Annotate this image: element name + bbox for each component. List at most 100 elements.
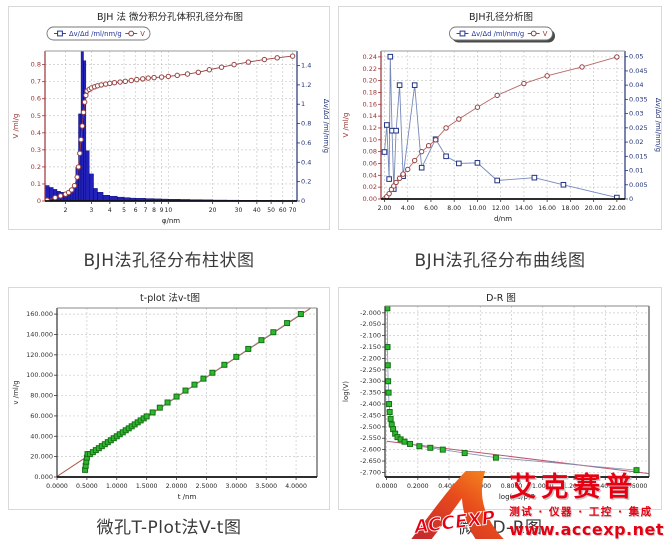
svg-text:0: 0	[37, 197, 41, 205]
svg-text:0.02: 0.02	[629, 138, 643, 146]
svg-text:1.2: 1.2	[301, 81, 311, 89]
svg-text:40: 40	[253, 207, 261, 214]
svg-text:1.0000: 1.0000	[106, 483, 128, 490]
svg-text:160.000: 160.000	[26, 310, 53, 318]
svg-text:0.035: 0.035	[629, 95, 648, 103]
svg-text:80.000: 80.000	[30, 392, 53, 400]
logo-brand: 艾克赛普	[509, 471, 638, 503]
logo-tagline: 测试 · 仪器 · 工控 · 集成	[509, 506, 653, 518]
svg-text:1.4000: 1.4000	[594, 483, 616, 490]
svg-text:0.24: 0.24	[363, 53, 377, 61]
logo-url: www.accexp.net	[509, 520, 664, 539]
svg-text:0.06: 0.06	[363, 159, 377, 167]
svg-text:-2.050: -2.050	[360, 320, 381, 328]
svg-text:0.02: 0.02	[363, 183, 377, 191]
svg-text:8.00: 8.00	[447, 205, 461, 212]
svg-text:0.2000: 0.2000	[407, 483, 429, 490]
svg-text:4: 4	[108, 207, 112, 214]
svg-text:50: 50	[267, 207, 275, 214]
svg-text:0.045: 0.045	[629, 67, 648, 75]
svg-text:0.2: 0.2	[301, 178, 311, 186]
svg-text:0.015: 0.015	[629, 152, 648, 160]
svg-text:-2.300: -2.300	[360, 377, 381, 385]
svg-text:0.10: 0.10	[363, 136, 377, 144]
svg-text:-2.500: -2.500	[360, 423, 381, 431]
svg-text:V /ml/g: V /ml/g	[342, 113, 350, 138]
svg-text:0.6: 0.6	[31, 95, 41, 103]
svg-text:4.00: 4.00	[401, 205, 415, 212]
svg-text:0.04: 0.04	[629, 81, 643, 89]
svg-text:100.000: 100.000	[26, 371, 53, 379]
svg-text:0.0000: 0.0000	[376, 483, 398, 490]
panel-bjh-curve: 2.00 4.00 6.00 8.00 10.00 12.00 14.00 16.00 18.0…	[338, 6, 662, 230]
svg-text:-2.200: -2.200	[360, 354, 381, 362]
svg-text:0.5: 0.5	[31, 112, 41, 120]
svg-text:-2.100: -2.100	[360, 332, 381, 340]
svg-text:4.0000: 4.0000	[285, 483, 307, 490]
dr-chart: 0.00000.20000.40000.60000.80001.00001.20…	[339, 288, 661, 509]
svg-text:1.4: 1.4	[301, 62, 311, 70]
svg-text:10.00: 10.00	[469, 205, 487, 212]
svg-text:0.025: 0.025	[629, 124, 648, 132]
svg-text:1.0000: 1.0000	[532, 483, 554, 490]
svg-text:log(V): log(V)	[342, 381, 350, 402]
svg-text:0.8: 0.8	[301, 120, 311, 128]
svg-text:20.000: 20.000	[30, 453, 53, 461]
svg-text:2.0000: 2.0000	[166, 483, 188, 490]
svg-text:t-plot 法v-t图: t-plot 法v-t图	[140, 292, 200, 304]
svg-text:BJH孔径分析图: BJH孔径分析图	[469, 11, 533, 23]
accexp-logo-text: 艾克赛普 测试 · 仪器 · 工控 · 集成 www.accexp.net	[507, 471, 666, 541]
svg-text:0.005: 0.005	[629, 181, 648, 189]
svg-text:20: 20	[209, 207, 217, 214]
tplot-chart: 0.0000 0.5000 1.0000 1.5000 2.0000 2.5000 3.00…	[9, 288, 329, 509]
svg-text:20.00: 20.00	[585, 205, 603, 212]
svg-text:70: 70	[289, 207, 297, 214]
svg-text:5: 5	[122, 207, 126, 214]
svg-text:φ/nm: φ/nm	[162, 217, 180, 225]
svg-text:12.00: 12.00	[492, 205, 510, 212]
svg-text:-2.350: -2.350	[360, 389, 381, 397]
svg-text:40.000: 40.000	[30, 432, 53, 440]
svg-text:0: 0	[301, 197, 305, 205]
svg-text:0.20: 0.20	[363, 77, 377, 85]
svg-text:Δv/Δd /ml/nm/g: Δv/Δd /ml/nm/g	[472, 30, 525, 38]
svg-text:0.1: 0.1	[31, 180, 41, 188]
svg-text:0.08: 0.08	[363, 148, 377, 156]
bjh-histogram-chart: 2 3 4 5 6 7 8 9 10 20 30 40 50 60 70φ/nm00.10.20.30.40…	[9, 7, 330, 229]
svg-text:6: 6	[134, 207, 138, 214]
svg-text:1.6000: 1.6000	[626, 483, 648, 490]
svg-text:Δv/Δd /ml/nm/g: Δv/Δd /ml/nm/g	[69, 30, 122, 38]
svg-text:6.00: 6.00	[424, 205, 438, 212]
caption-bjh-histogram: BJH法孔径分布柱状图	[83, 251, 255, 271]
svg-text:V: V	[543, 30, 548, 38]
caption-bjh-curve: BJH法孔径分布曲线图	[414, 251, 586, 271]
svg-text:d/nm: d/nm	[494, 215, 512, 223]
svg-text:-2.250: -2.250	[360, 366, 381, 374]
svg-text:120.000: 120.000	[26, 351, 53, 359]
svg-text:0.04: 0.04	[363, 171, 377, 179]
svg-text:0.2: 0.2	[31, 163, 41, 171]
svg-text:3: 3	[90, 207, 94, 214]
svg-text:D-R 图: D-R 图	[486, 293, 516, 304]
svg-text:v /ml/g: v /ml/g	[12, 380, 20, 404]
svg-text:0.7: 0.7	[31, 78, 41, 86]
svg-text:-2.000: -2.000	[360, 309, 381, 317]
svg-text:2.5000: 2.5000	[196, 483, 218, 490]
svg-text:-2.550: -2.550	[360, 434, 381, 442]
svg-text:60: 60	[279, 207, 287, 214]
svg-text:0.12: 0.12	[363, 124, 377, 132]
svg-text:-2.700: -2.700	[360, 468, 381, 476]
svg-text:16.00: 16.00	[538, 205, 556, 212]
bjh-curve-chart: 2.00 4.00 6.00 8.00 10.00 12.00 14.00 16.00 18.0…	[339, 7, 661, 229]
svg-text:t /nm: t /nm	[178, 493, 197, 501]
caption-tplot: 微孔T-Plot法V-t图	[96, 518, 242, 538]
svg-text:140.000: 140.000	[26, 330, 53, 338]
svg-text:2.00: 2.00	[378, 205, 392, 212]
svg-text:Δv/Δd /ml/nm/g: Δv/Δd /ml/nm/g	[322, 99, 330, 153]
svg-text:30: 30	[235, 207, 243, 214]
svg-text:10: 10	[165, 207, 173, 214]
svg-text:0.6: 0.6	[301, 139, 311, 147]
svg-text:0.3: 0.3	[31, 146, 41, 154]
svg-text:1.2000: 1.2000	[563, 483, 585, 490]
